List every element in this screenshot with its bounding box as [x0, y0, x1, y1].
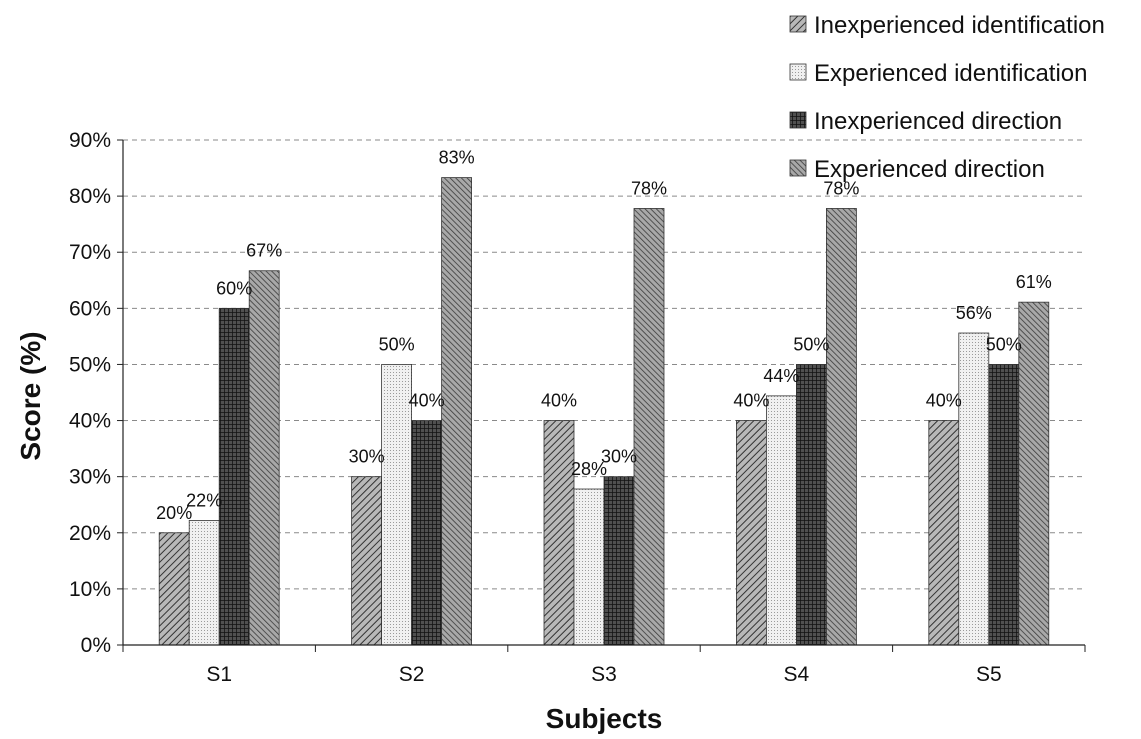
x-tick-label: S3	[591, 663, 617, 686]
data-label: 40%	[926, 391, 962, 411]
data-label: 30%	[601, 447, 637, 467]
bar	[633, 208, 665, 646]
bar	[351, 476, 383, 646]
data-label: 50%	[986, 334, 1022, 354]
bar	[796, 364, 827, 646]
data-label: 40%	[733, 391, 769, 411]
bar	[543, 420, 575, 646]
axes: 0% 10% 20% 30% 40% 50% 60% 70% 80% 90% S1 S2 S3 S4 S5	[69, 129, 1086, 686]
data-label: 44%	[763, 366, 799, 386]
bar	[1018, 301, 1050, 646]
legend-label: Experienced identification	[814, 60, 1088, 87]
legend-swatch	[789, 111, 807, 129]
data-label: 56%	[956, 303, 992, 323]
y-tick-label: 50%	[69, 353, 111, 376]
x-tick-label: S1	[206, 663, 232, 686]
data-label: 40%	[541, 391, 577, 411]
data-label: 60%	[216, 278, 252, 298]
data-label: 78%	[823, 178, 859, 198]
bar	[158, 532, 190, 646]
legend-swatch	[789, 15, 807, 33]
data-label: 30%	[349, 447, 385, 467]
y-tick-label: 20%	[69, 522, 111, 545]
legend-label: Inexperienced identification	[814, 12, 1105, 39]
data-label: 28%	[571, 459, 607, 479]
bar	[826, 208, 857, 646]
y-axis-title: Score (%)	[15, 331, 46, 460]
data-labels: 20%22%60%67%30%50%40%83%40%28%30%78%40%4…	[156, 148, 1052, 523]
x-axis-title: Subjects	[546, 703, 663, 734]
data-label: 83%	[439, 148, 475, 168]
bar	[411, 420, 443, 646]
legend: Inexperienced identification Experienced …	[789, 12, 1105, 183]
bar	[958, 332, 990, 646]
x-tick-label: S2	[399, 663, 425, 686]
bar	[218, 307, 250, 646]
data-label: 78%	[631, 178, 667, 198]
x-tick-label: S5	[976, 663, 1002, 686]
y-tick-label: 10%	[69, 578, 111, 601]
bar	[573, 488, 605, 646]
y-tick-label: 60%	[69, 297, 111, 320]
y-tick-label: 70%	[69, 241, 111, 264]
bar	[248, 270, 280, 646]
bar	[988, 364, 1020, 646]
bar	[736, 420, 767, 646]
x-tick-label: S4	[784, 663, 810, 686]
data-label: 61%	[1016, 272, 1052, 292]
data-label: 50%	[793, 334, 829, 354]
y-tick-label: 80%	[69, 185, 111, 208]
bar	[381, 364, 413, 646]
bars	[158, 177, 1050, 646]
legend-swatch	[789, 159, 807, 177]
data-label: 40%	[409, 391, 445, 411]
y-tick-label: 0%	[81, 634, 111, 657]
legend-label: Experienced direction	[814, 156, 1045, 183]
legend-label: Inexperienced direction	[814, 108, 1062, 135]
bar	[188, 520, 220, 646]
legend-swatch	[789, 63, 807, 81]
y-tick-label: 90%	[69, 129, 111, 152]
bar	[603, 476, 635, 646]
data-label: 22%	[186, 490, 222, 510]
data-label: 67%	[246, 241, 282, 261]
bar	[928, 420, 960, 646]
data-label: 20%	[156, 503, 192, 523]
y-tick-label: 40%	[69, 410, 111, 433]
y-tick-label: 30%	[69, 466, 111, 489]
data-label: 50%	[379, 334, 415, 354]
bar	[441, 177, 473, 646]
bar	[766, 395, 797, 646]
